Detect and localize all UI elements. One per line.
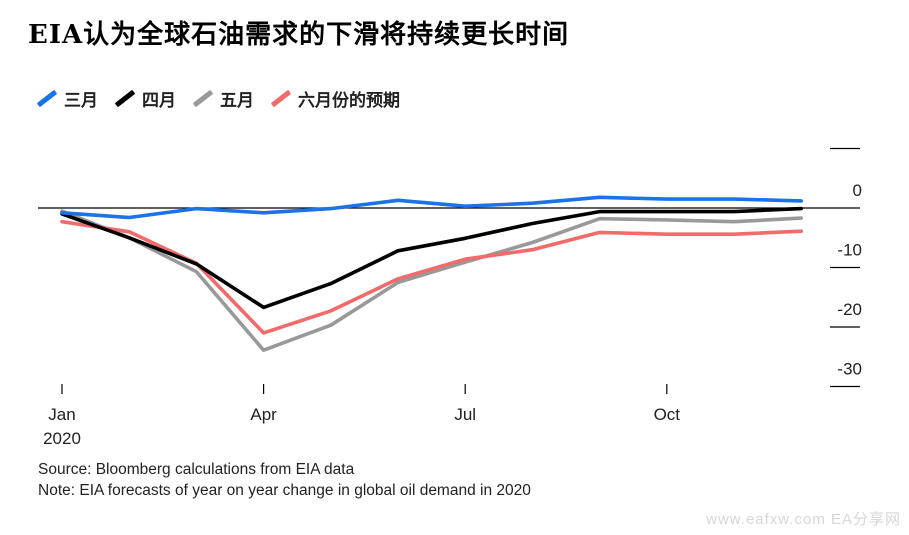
legend-label-june-forecast: 六月份的预期 bbox=[298, 91, 400, 111]
x-tick-label: Apr bbox=[250, 405, 277, 424]
legend-item-march: 三月 bbox=[36, 86, 98, 111]
y-tick-label: 0 bbox=[853, 181, 862, 200]
legend-label-april: 四月 bbox=[142, 91, 176, 111]
source-line: Source: Bloomberg calculations from EIA … bbox=[38, 461, 355, 478]
x-tick-label: Jan bbox=[48, 405, 75, 424]
legend-label-may: 五月 bbox=[220, 91, 254, 111]
x-tick-label: Jul bbox=[454, 405, 476, 424]
legend-item-may: 五月 bbox=[192, 86, 254, 111]
chart-title: EIA认为全球石油需求的下滑将持续更长时间 bbox=[28, 20, 570, 50]
series-line-2 bbox=[60, 209, 804, 353]
legend-label-march: 三月 bbox=[64, 91, 98, 111]
note-line: Note: EIA forecasts of year on year chan… bbox=[38, 482, 531, 499]
series-line-1 bbox=[60, 206, 804, 310]
y-tick-label: -10 bbox=[837, 241, 862, 260]
y-tick-label: -30 bbox=[837, 360, 862, 379]
watermark: www.eafxw.com EA分享网 bbox=[706, 511, 901, 528]
y-tick-label: -20 bbox=[837, 300, 862, 319]
legend-item-april: 四月 bbox=[114, 86, 176, 111]
x-tick-label: Oct bbox=[654, 405, 681, 424]
series-line-3 bbox=[60, 219, 804, 335]
x-year-label: 2020 bbox=[43, 429, 81, 448]
series-line-0 bbox=[60, 195, 804, 220]
source-note: Source: Bloomberg calculations from EIA … bbox=[38, 459, 531, 501]
legend-item-june-forecast: 六月份的预期 bbox=[270, 86, 400, 111]
chart-legend: 三月 四月 五月 六月份的预期 bbox=[36, 86, 416, 111]
